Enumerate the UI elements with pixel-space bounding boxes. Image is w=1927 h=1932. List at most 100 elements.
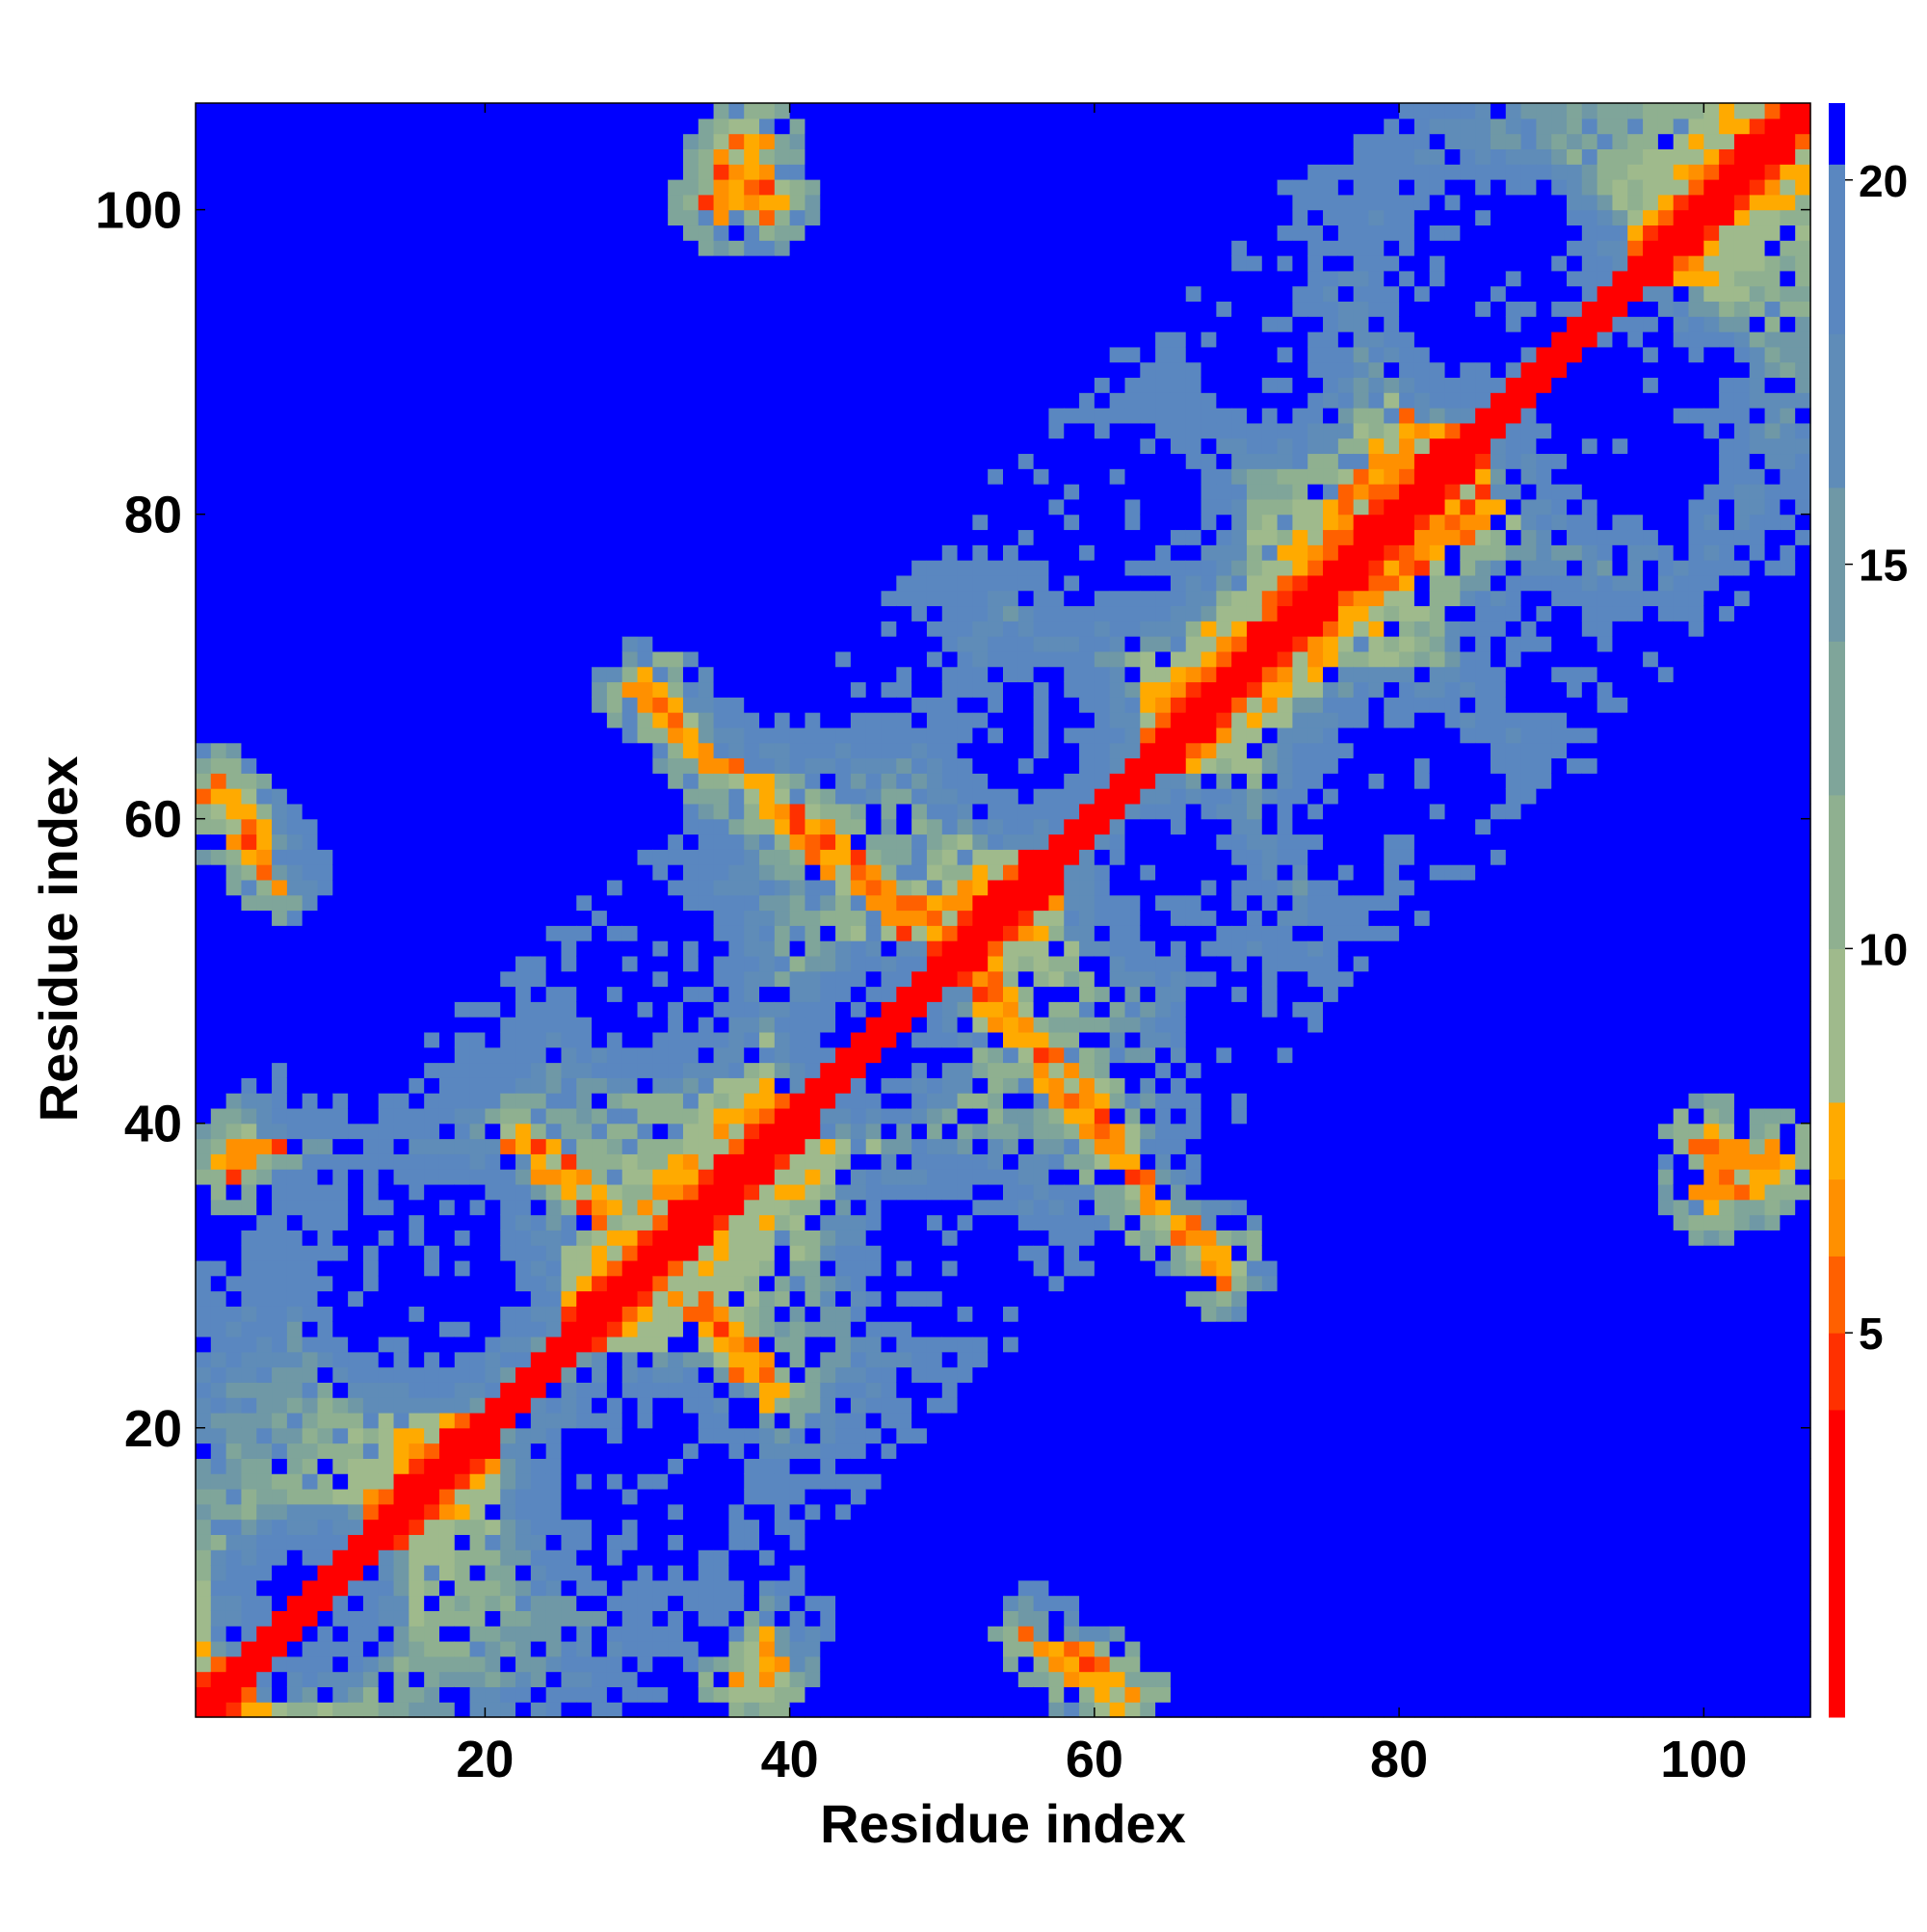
heatmap-cell <box>317 1427 333 1444</box>
heatmap-cell <box>424 1473 440 1490</box>
heatmap-cell <box>469 1046 487 1064</box>
heatmap-cell <box>545 1062 563 1078</box>
heatmap-cell <box>469 1062 487 1078</box>
heatmap-cell <box>896 894 912 912</box>
heatmap-cell <box>621 1275 639 1292</box>
heatmap-cell <box>850 1686 867 1703</box>
heatmap-cell <box>241 1671 257 1687</box>
heatmap-cell <box>911 1702 928 1718</box>
heatmap-cell <box>332 1442 349 1459</box>
heatmap-cell <box>530 103 547 119</box>
heatmap-cell <box>272 1093 288 1109</box>
heatmap-cell <box>545 1245 563 1261</box>
heatmap-cell <box>820 377 836 393</box>
heatmap-cell <box>545 1017 563 1033</box>
heatmap-cell <box>210 255 227 272</box>
heatmap-cell <box>668 727 684 744</box>
heatmap-cell <box>469 1626 487 1642</box>
heatmap-cell <box>865 742 883 759</box>
heatmap-cell <box>682 1290 700 1307</box>
heatmap-cell <box>805 408 821 424</box>
heatmap-cell <box>378 1564 395 1581</box>
heatmap-cell <box>424 849 440 865</box>
heatmap-cell <box>592 514 608 531</box>
heatmap-cell <box>561 894 577 912</box>
heatmap-cell <box>561 1199 577 1216</box>
heatmap-cell <box>698 1366 715 1383</box>
heatmap-cell <box>469 940 487 957</box>
heatmap-cell <box>438 1107 456 1125</box>
heatmap-cell <box>210 650 227 668</box>
heatmap-cell <box>896 1549 912 1566</box>
heatmap-cell <box>438 1595 456 1611</box>
heatmap-cell <box>210 636 227 652</box>
heatmap-cell <box>515 1199 532 1216</box>
heatmap-cell <box>835 1534 852 1550</box>
heatmap-cell <box>820 803 836 820</box>
heatmap-cell <box>241 1275 257 1292</box>
heatmap-cell <box>256 225 273 241</box>
heatmap-cell <box>774 285 791 303</box>
heatmap-cell <box>500 1169 516 1185</box>
heatmap-cell <box>576 1259 593 1277</box>
heatmap-cell <box>256 1595 273 1611</box>
heatmap-cell <box>850 468 867 485</box>
heatmap-cell <box>378 1017 395 1033</box>
heatmap-cell <box>256 1214 273 1231</box>
heatmap-cell <box>332 1686 349 1703</box>
heatmap-cell <box>759 1001 776 1018</box>
heatmap-cell <box>713 1626 729 1642</box>
heatmap-cell <box>515 1640 532 1657</box>
heatmap-cell <box>698 225 715 241</box>
heatmap-cell <box>515 1655 532 1673</box>
heatmap-cell <box>820 666 836 683</box>
heatmap-cell <box>272 1397 288 1414</box>
heatmap-cell <box>225 1259 243 1277</box>
heatmap-cell <box>317 484 333 500</box>
heatmap-cell <box>196 270 212 287</box>
heatmap-cell <box>286 103 304 119</box>
heatmap-cell <box>698 1138 715 1154</box>
heatmap-cell <box>454 1306 471 1322</box>
heatmap-cell <box>789 1655 806 1673</box>
heatmap-cell <box>896 1351 912 1368</box>
heatmap-cell <box>256 1397 273 1414</box>
heatmap-cell <box>744 650 760 668</box>
heatmap-cell <box>561 574 577 592</box>
heatmap-cell <box>469 757 487 774</box>
heatmap-cell <box>256 1610 273 1627</box>
heatmap-cell <box>698 179 715 196</box>
heatmap-cell <box>728 727 745 744</box>
heatmap-cell <box>317 1442 333 1459</box>
heatmap-cell <box>881 910 897 926</box>
heatmap-cell <box>576 1640 593 1657</box>
heatmap-cell <box>515 1275 532 1292</box>
heatmap-cell <box>286 422 304 439</box>
heatmap-cell <box>196 788 212 805</box>
heatmap-cell <box>805 849 821 865</box>
heatmap-cell <box>759 1214 776 1231</box>
heatmap-cell <box>881 1488 897 1505</box>
heatmap-cell <box>256 1031 273 1048</box>
heatmap-cell <box>362 712 380 728</box>
heatmap-cell <box>576 940 593 957</box>
heatmap-cell <box>774 301 791 317</box>
heatmap-cell <box>805 1077 821 1094</box>
heatmap-cell <box>698 331 715 348</box>
heatmap-cell <box>774 225 791 241</box>
heatmap-cell <box>515 1534 532 1550</box>
heatmap-cell <box>241 1230 257 1246</box>
heatmap-cell <box>896 270 912 287</box>
heatmap-cell <box>850 788 867 805</box>
heatmap-cell <box>241 133 257 149</box>
heatmap-cell <box>196 1702 212 1718</box>
heatmap-cell <box>424 788 440 805</box>
heatmap-cell <box>576 1686 593 1703</box>
heatmap-cell <box>637 1626 653 1642</box>
heatmap-cell <box>698 133 715 149</box>
heatmap-cell <box>241 1549 257 1566</box>
heatmap-cell <box>789 164 806 180</box>
heatmap-cell <box>515 940 532 957</box>
heatmap-cell <box>698 270 715 287</box>
heatmap-cell <box>576 118 593 135</box>
